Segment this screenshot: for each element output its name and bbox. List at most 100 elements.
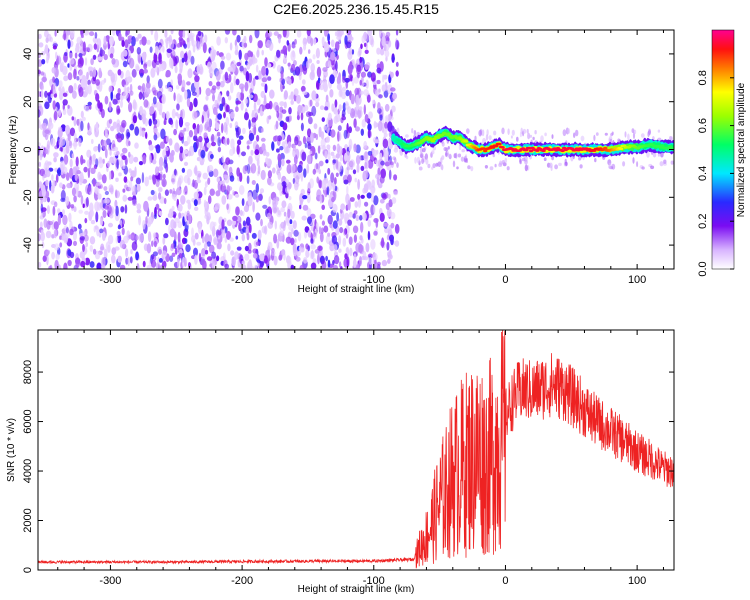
- noise-speckle: [252, 248, 258, 254]
- noise-speckle: [330, 151, 335, 156]
- noise-speckle: [448, 153, 452, 158]
- noise-speckle: [122, 194, 128, 202]
- noise-speckle: [68, 85, 74, 94]
- noise-speckle: [193, 135, 198, 142]
- noise-speckle: [286, 159, 291, 164]
- noise-speckle: [396, 162, 399, 168]
- noise-speckle: [80, 260, 86, 268]
- noise-speckle: [376, 79, 381, 85]
- noise-speckle: [389, 71, 394, 79]
- noise-speckle: [62, 214, 68, 226]
- noise-speckle: [59, 147, 63, 152]
- noise-speckle: [135, 235, 139, 241]
- noise-speckle: [54, 30, 57, 37]
- noise-speckle: [173, 128, 178, 136]
- noise-speckle: [130, 249, 133, 255]
- noise-speckle: [356, 163, 360, 173]
- noise-speckle: [141, 83, 146, 93]
- noise-speckle: [72, 230, 77, 241]
- noise-speckle: [363, 183, 369, 194]
- noise-speckle: [178, 30, 184, 38]
- noise-speckle: [208, 244, 215, 254]
- noise-speckle: [38, 42, 44, 48]
- noise-speckle: [77, 190, 82, 198]
- noise-speckle: [109, 156, 114, 164]
- noise-speckle: [120, 99, 123, 108]
- noise-speckle: [323, 225, 329, 233]
- signal-ridge-cell: [397, 139, 402, 143]
- noise-speckle: [331, 196, 335, 203]
- noise-speckle: [305, 60, 310, 69]
- noise-speckle: [421, 158, 425, 164]
- noise-speckle: [377, 167, 381, 176]
- noise-speckle: [550, 165, 553, 171]
- noise-speckle: [162, 173, 166, 179]
- noise-speckle: [273, 255, 278, 266]
- noise-speckle: [260, 169, 266, 181]
- noise-speckle: [237, 139, 242, 146]
- noise-speckle: [248, 155, 253, 165]
- x-tick-label: -200: [231, 575, 253, 587]
- noise-speckle: [293, 229, 299, 237]
- noise-speckle: [303, 37, 306, 43]
- noise-speckle: [365, 40, 368, 51]
- noise-speckle: [91, 154, 96, 166]
- noise-speckle: [236, 62, 242, 67]
- noise-speckle: [38, 233, 41, 242]
- noise-speckle: [265, 67, 269, 76]
- noise-speckle: [128, 151, 131, 158]
- noise-speckle: [360, 90, 364, 95]
- noise-speckle: [38, 261, 42, 268]
- noise-speckle: [348, 236, 353, 245]
- noise-speckle: [229, 175, 235, 182]
- noise-speckle: [220, 60, 225, 70]
- noise-speckle: [333, 244, 338, 252]
- noise-speckle: [388, 193, 391, 200]
- noise-speckle: [519, 131, 522, 138]
- noise-speckle: [309, 132, 314, 144]
- noise-speckle: [261, 65, 267, 76]
- noise-speckle: [80, 120, 84, 132]
- noise-speckle: [384, 49, 390, 58]
- noise-speckle: [110, 71, 113, 78]
- noise-speckle: [169, 255, 174, 262]
- noise-speckle: [60, 197, 66, 203]
- noise-speckle: [216, 81, 221, 87]
- noise-speckle: [107, 160, 111, 168]
- noise-speckle: [379, 48, 385, 56]
- noise-speckle: [540, 135, 544, 143]
- noise-speckle: [348, 160, 354, 168]
- noise-speckle: [299, 46, 303, 55]
- noise-speckle: [81, 75, 87, 86]
- noise-speckle: [128, 234, 134, 240]
- noise-speckle: [143, 63, 148, 70]
- noise-speckle: [95, 211, 99, 223]
- noise-speckle: [272, 61, 276, 69]
- noise-speckle: [501, 127, 505, 135]
- noise-speckle: [95, 79, 100, 86]
- noise-speckle: [325, 136, 330, 143]
- noise-speckle: [260, 218, 263, 227]
- noise-speckle: [224, 263, 229, 269]
- noise-speckle: [242, 165, 248, 175]
- noise-speckle: [367, 230, 371, 241]
- noise-speckle: [44, 129, 50, 134]
- noise-speckle: [175, 112, 179, 117]
- noise-speckle: [39, 221, 43, 229]
- noise-speckle: [45, 169, 51, 178]
- noise-speckle: [344, 35, 348, 45]
- noise-speckle: [38, 118, 41, 129]
- noise-speckle: [307, 216, 312, 225]
- noise-speckle: [96, 181, 102, 187]
- noise-speckle: [313, 232, 317, 237]
- noise-speckle: [229, 237, 234, 242]
- noise-speckle: [128, 168, 132, 173]
- noise-speckle: [106, 138, 111, 146]
- noise-speckle: [108, 118, 113, 124]
- noise-speckle: [254, 149, 260, 156]
- noise-speckle: [102, 231, 106, 241]
- noise-speckle: [315, 163, 319, 170]
- noise-speckle: [181, 167, 186, 173]
- noise-speckle: [266, 39, 272, 49]
- noise-speckle: [212, 106, 218, 115]
